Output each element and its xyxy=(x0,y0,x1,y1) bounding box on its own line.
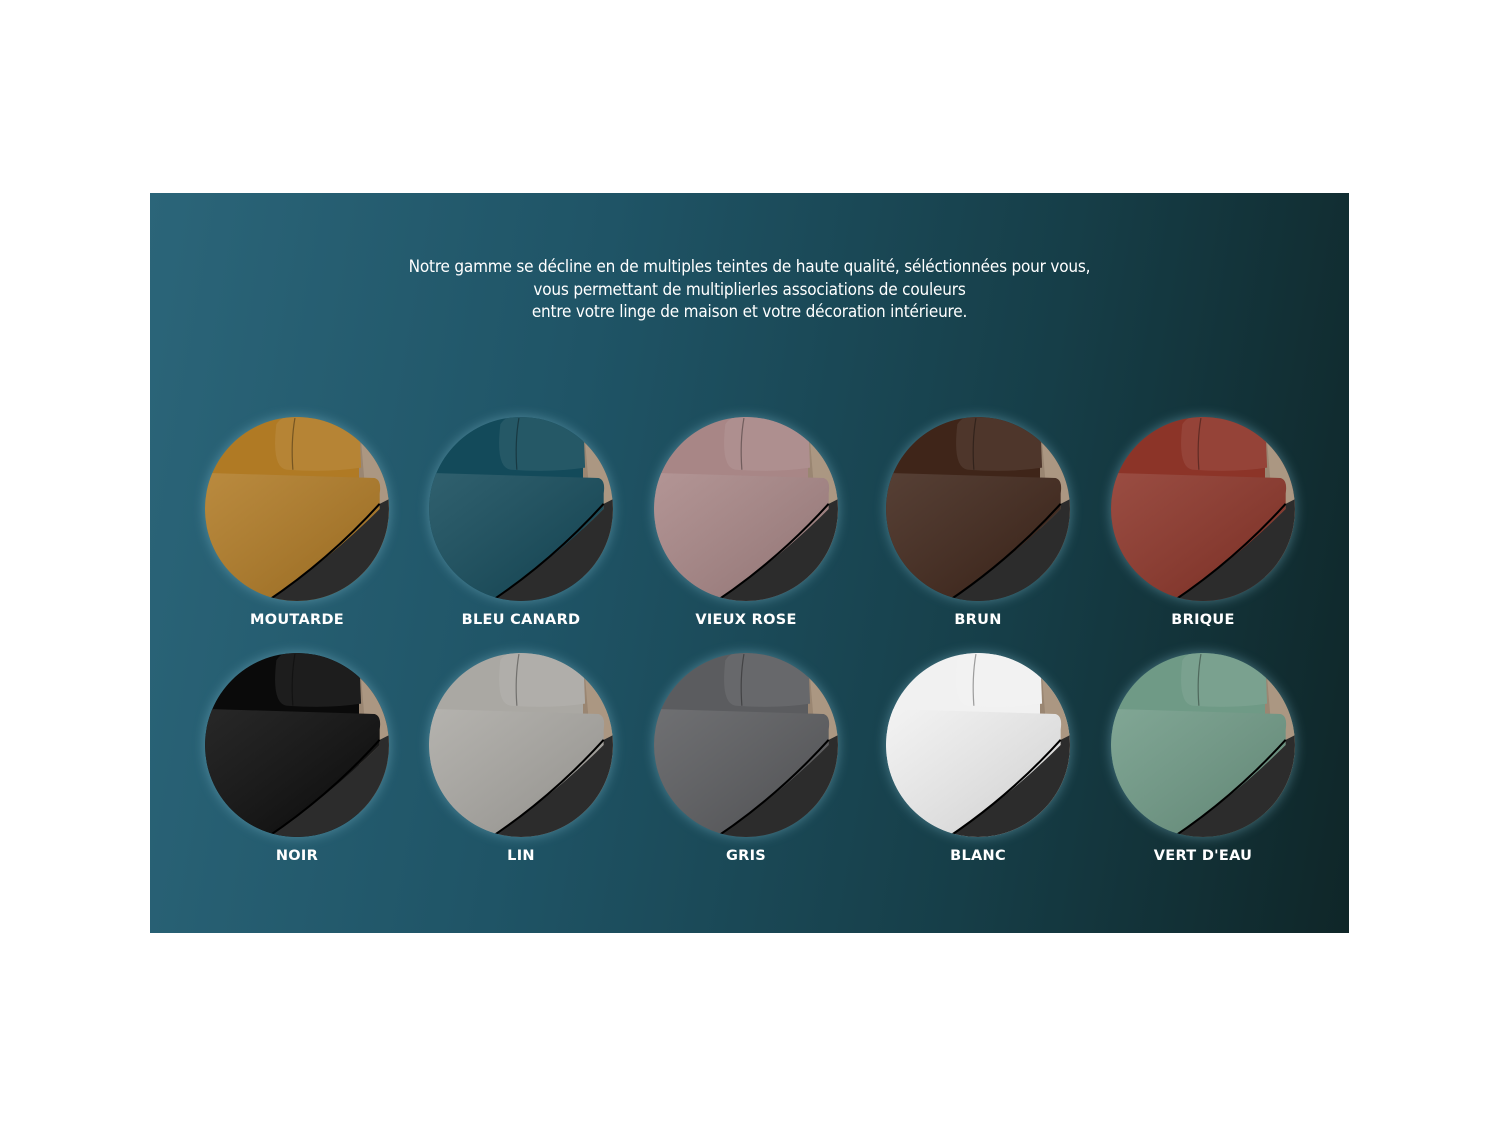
swatch-brique: BRIQUE xyxy=(1093,416,1313,628)
swatch-blanc: BLANC xyxy=(868,652,1088,864)
bedsheet-swatch-image xyxy=(654,653,838,837)
bedsheet-swatch-image xyxy=(429,653,613,837)
bedsheet-swatch-image xyxy=(654,417,838,601)
swatch-bleu-canard: BLEU CANARD xyxy=(411,416,631,628)
bedsheet-swatch-image xyxy=(205,653,389,837)
swatch-label: VERT D'EAU xyxy=(1153,848,1253,864)
bedsheet-swatch-image xyxy=(1111,653,1295,837)
intro-line: Notre gamme se décline en de multiples t… xyxy=(408,257,1091,277)
swatch-gris: GRIS xyxy=(636,652,856,864)
bedsheet-swatch-image xyxy=(205,417,389,601)
swatch-label: BRUN xyxy=(954,612,1002,628)
swatch-label: NOIR xyxy=(275,848,319,864)
swatch-label: BRIQUE xyxy=(1171,612,1235,628)
swatch-label: BLEU CANARD xyxy=(461,612,581,628)
swatch-vert-d-eau: VERT D'EAU xyxy=(1093,652,1313,864)
swatch-brun: BRUN xyxy=(868,416,1088,628)
intro-line: vous permettant de multiplierles associa… xyxy=(533,279,966,300)
swatch-moutarde: MOUTARDE xyxy=(187,416,407,628)
bedsheet-swatch-image xyxy=(886,653,1070,837)
intro-line: entre votre linge de maison et votre déc… xyxy=(531,302,968,322)
swatch-label: BLANC xyxy=(950,848,1006,864)
color-range-banner: Notre gamme se décline en de multiples t… xyxy=(150,193,1349,933)
intro-text: Notre gamme se décline en de multiples t… xyxy=(150,256,1349,324)
swatch-lin: LIN xyxy=(411,652,631,864)
swatch-label: LIN xyxy=(507,848,535,864)
swatch-label: GRIS xyxy=(725,848,767,864)
swatch-label: VIEUX ROSE xyxy=(695,612,797,628)
bedsheet-swatch-image xyxy=(886,417,1070,601)
swatch-vieux-rose: VIEUX ROSE xyxy=(636,416,856,628)
bedsheet-swatch-image xyxy=(429,417,613,601)
swatch-label: MOUTARDE xyxy=(249,612,345,628)
bedsheet-swatch-image xyxy=(1111,417,1295,601)
swatch-noir: NOIR xyxy=(187,652,407,864)
